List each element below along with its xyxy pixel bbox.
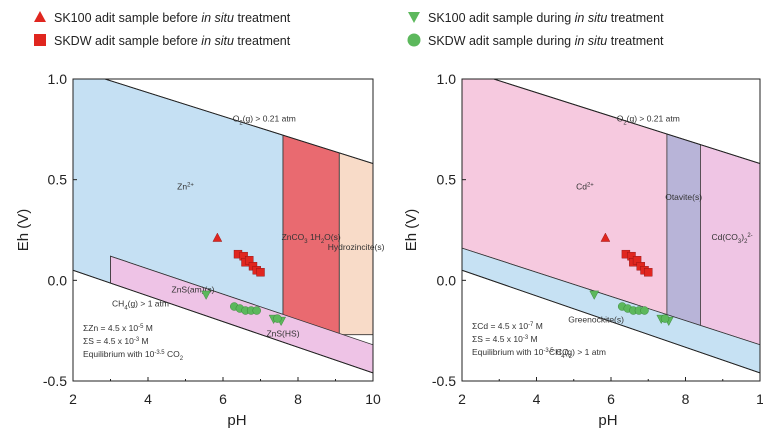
- circle-marker-icon: [407, 33, 421, 47]
- y-tick-label: 0.5: [437, 172, 457, 188]
- x-tick-label: 2: [69, 391, 77, 407]
- x-tick-label: 4: [533, 391, 541, 407]
- field-label-cdco3: Cd(CO3)22-: [711, 232, 752, 245]
- field-label-cd2: Cd2+: [576, 182, 594, 192]
- y-tick-label: 1.0: [48, 71, 68, 87]
- series-circle: [230, 302, 282, 323]
- legend-label: SK100 adit sample during in situ treatme…: [428, 11, 664, 25]
- x-tick-label: 8: [294, 391, 302, 407]
- field-label-hydrozincite: Hydrozincite(s): [328, 242, 385, 252]
- x-tick-label: 6: [607, 391, 615, 407]
- zns-field: [110, 255, 373, 374]
- series-triangle-up: [600, 232, 611, 242]
- o2-boundary-line: [492, 79, 760, 165]
- condition-line: ΣS = 4.5 x 10-3 M: [472, 334, 538, 344]
- condition-line: Equilibrium with 10-3.5 CO2: [472, 347, 572, 360]
- y-tick-label: 1.0: [437, 71, 457, 87]
- right-panel-cadmium-diagram: 2 4 6 8 1 -0.5 0.0 0.5 1.0 pH Eh (V) Cd2+ Otavite(s)…: [403, 71, 763, 429]
- series-square: [621, 249, 653, 277]
- field-label-zns_am: ZnS(am)(s): [172, 284, 215, 294]
- y-tick-label: 0.0: [437, 272, 457, 288]
- x-tick-label: 10: [365, 391, 381, 407]
- sk100-during-point: [201, 290, 211, 300]
- x-tick-label: 8: [682, 391, 690, 407]
- y-tick-label: 0.0: [48, 272, 68, 288]
- x-axis-label: pH: [227, 412, 246, 429]
- field-label-zn2: Zn2+: [177, 182, 194, 192]
- legend-label: SK100 adit sample before in situ treatme…: [54, 11, 291, 25]
- x-tick-label: 1: [756, 391, 763, 407]
- condition-line: ΣZn = 4.5 x 10-5 M: [83, 323, 153, 333]
- series-square: [233, 249, 265, 277]
- otavite-field: [666, 133, 701, 326]
- legend: SK100 adit sample before in situ treatme…: [34, 11, 664, 48]
- x-tick-label: 2: [458, 391, 466, 407]
- field-label-o2: O2(g) > 0.21 atm: [233, 113, 296, 126]
- field-label-znco3: ZnCO3 1H2O(s): [282, 232, 341, 245]
- legend-item: SKDW adit sample during in situ treatmen…: [407, 33, 664, 48]
- field-label-ch4: CH4(g) > 1 atm: [112, 299, 169, 312]
- skdw-before-point: [644, 268, 653, 277]
- field-label-ch4: CH4(g) > 1 atm: [549, 347, 606, 360]
- left-panel-zinc-diagram: 2 4 6 8 10 -0.5 0.0 0.5 1.0 pH Eh (V) Zn2+ ZnCO3 1H2…: [15, 71, 385, 429]
- legend-label: SKDW adit sample during in situ treatmen…: [428, 34, 664, 48]
- h2-boundary-line: [73, 269, 373, 374]
- sk100-during-point: [589, 290, 600, 300]
- skdw-during-point: [640, 306, 649, 315]
- triangle-up-marker-icon: [34, 11, 46, 22]
- stability-fields: [462, 79, 760, 374]
- y-tick-label: -0.5: [43, 373, 67, 389]
- x-axis-label: pH: [598, 412, 617, 429]
- field-label-greenockite: Greenockite(s): [568, 315, 624, 325]
- y-tick-label: -0.5: [432, 373, 456, 389]
- field-label-o2: O2(g) > 0.21 atm: [617, 113, 680, 126]
- cd-carbonate-complex-field: [700, 144, 760, 346]
- greenockite-field: [462, 247, 760, 374]
- series-triangle-up: [212, 232, 223, 242]
- field-label-otavite: Otavite(s): [665, 192, 702, 202]
- sk100-before-point: [212, 232, 223, 242]
- h2-boundary-line: [462, 269, 760, 374]
- legend-label: SKDW adit sample before in situ treatmen…: [54, 34, 291, 48]
- triangle-down-marker-icon: [408, 12, 420, 23]
- square-marker-icon: [34, 34, 46, 46]
- o2-boundary-line: [103, 79, 373, 165]
- skdw-during-point: [660, 314, 670, 323]
- legend-item: SK100 adit sample before in situ treatme…: [34, 11, 291, 25]
- condition-line: Equilibrium with 10-3.5 CO2: [83, 349, 183, 362]
- skdw-during-point: [252, 306, 261, 315]
- series-circle: [617, 302, 670, 323]
- field-label-zns_hs: ZnS(HS): [266, 329, 299, 339]
- skdw-during-point: [273, 314, 282, 323]
- condition-line: ΣS = 4.5 x 10-3 M: [83, 336, 149, 346]
- sk100-before-point: [600, 232, 611, 242]
- x-tick-label: 6: [219, 391, 227, 407]
- skdw-before-point: [256, 268, 265, 277]
- stability-fields: [73, 79, 373, 374]
- y-tick-label: 0.5: [48, 172, 68, 188]
- legend-item: SKDW adit sample before in situ treatmen…: [34, 34, 291, 48]
- y-axis-label: Eh (V): [403, 209, 420, 252]
- condition-line: ΣCd = 4.5 x 10-7 M: [472, 321, 543, 331]
- x-tick-label: 4: [144, 391, 152, 407]
- legend-item: SK100 adit sample during in situ treatme…: [408, 11, 664, 25]
- y-axis-label: Eh (V): [15, 209, 32, 252]
